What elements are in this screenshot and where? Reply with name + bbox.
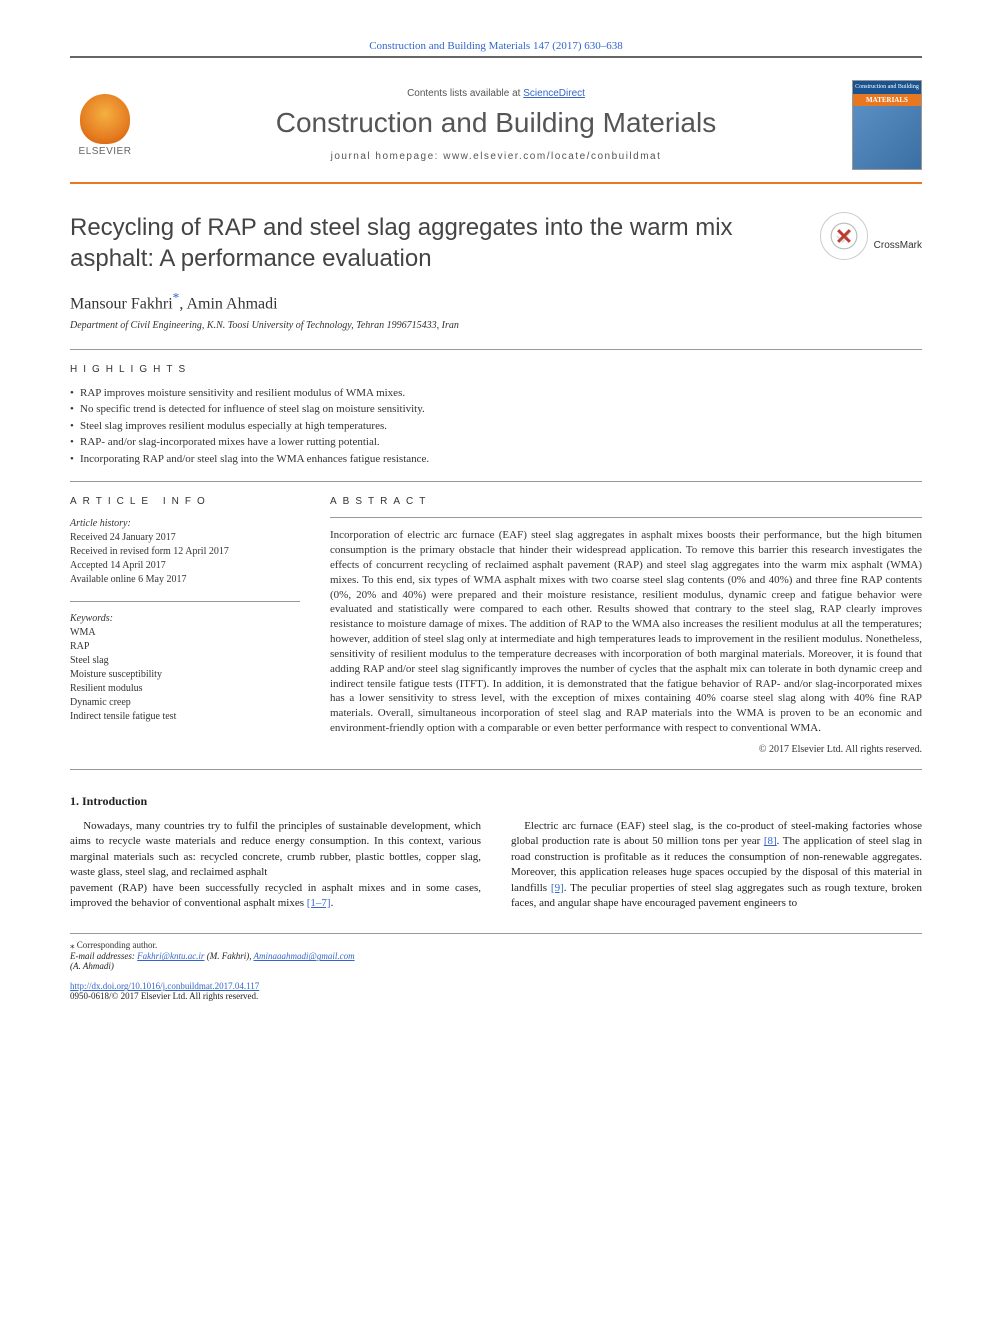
elsevier-tree-icon <box>80 94 130 144</box>
keyword: Dynamic creep <box>70 696 300 710</box>
highlights-label: HIGHLIGHTS <box>70 364 922 375</box>
history-item: Accepted 14 April 2017 <box>70 559 300 573</box>
article-info: ARTICLE INFO Article history: Received 2… <box>70 496 300 755</box>
crossmark-icon <box>830 222 858 250</box>
keyword: Moisture susceptibility <box>70 668 300 682</box>
doi-block: http://dx.doi.org/10.1016/j.conbuildmat.… <box>70 981 922 1001</box>
email-link[interactable]: Aminaaahmadi@gmail.com <box>254 951 355 961</box>
citation-link[interactable]: [1–7] <box>307 897 331 909</box>
keywords-head: Keywords: <box>70 612 300 626</box>
highlights-list: RAP improves moisture sensitivity and re… <box>70 385 922 468</box>
authors: Mansour Fakhri*, Amin Ahmadi <box>70 290 922 313</box>
section-heading: 1. Introduction <box>70 794 922 809</box>
body-para-3: Electric arc furnace (EAF) steel slag, i… <box>511 819 922 911</box>
corresponding-marker: * <box>173 290 180 305</box>
section-rule <box>70 481 922 482</box>
history-item: Received 24 January 2017 <box>70 531 300 545</box>
journal-name: Construction and Building Materials <box>140 107 852 139</box>
section-rule <box>70 769 922 770</box>
abstract-block: ABSTRACT Incorporation of electric arc f… <box>330 496 922 755</box>
keyword: WMA <box>70 626 300 640</box>
section-rule <box>70 349 922 350</box>
keyword: Steel slag <box>70 654 300 668</box>
citation-link[interactable]: [8] <box>764 835 777 847</box>
highlight-item: Steel slag improves resilient modulus es… <box>70 418 922 435</box>
history-head: Article history: <box>70 517 300 531</box>
homepage-line: journal homepage: www.elsevier.com/locat… <box>140 151 852 162</box>
highlight-item: Incorporating RAP and/or steel slag into… <box>70 451 922 468</box>
abstract-rule <box>330 517 922 518</box>
body-para-2: pavement (RAP) have been successfully re… <box>70 881 481 912</box>
crossmark-badge[interactable] <box>820 212 868 260</box>
history-item: Received in revised form 12 April 2017 <box>70 545 300 559</box>
abstract-label: ABSTRACT <box>330 496 922 507</box>
info-divider <box>70 601 300 602</box>
header-rule <box>70 56 922 58</box>
keyword: Resilient modulus <box>70 682 300 696</box>
email-who-2: (A. Ahmadi) <box>70 961 922 971</box>
cover-image-icon <box>853 106 921 169</box>
copyright-line: © 2017 Elsevier Ltd. All rights reserved… <box>330 744 922 755</box>
footer: ⁎ Corresponding author. E-mail addresses… <box>70 933 922 971</box>
article-history: Article history: Received 24 January 201… <box>70 517 300 587</box>
email-link[interactable]: Fakhri@kntu.ac.ir <box>137 951 204 961</box>
cover-title-band: MATERIALS <box>853 94 921 106</box>
issn-copyright: 0950-0618/© 2017 Elsevier Ltd. All right… <box>70 991 258 1001</box>
author-2: Amin Ahmadi <box>186 296 277 313</box>
running-header: Construction and Building Materials 147 … <box>70 40 922 58</box>
crossmark-label: CrossMark <box>874 240 922 251</box>
masthead: ELSEVIER Contents lists available at Sci… <box>70 68 922 184</box>
body-columns: Nowadays, many countries try to fulfil t… <box>70 819 922 911</box>
keyword: RAP <box>70 640 300 654</box>
email-line: E-mail addresses: Fakhri@kntu.ac.ir (M. … <box>70 951 922 961</box>
body-para-1: Nowadays, many countries try to fulfil t… <box>70 819 481 881</box>
publisher-name: ELSEVIER <box>70 146 140 157</box>
title-row: Recycling of RAP and steel slag aggregat… <box>70 212 922 274</box>
history-item: Available online 6 May 2017 <box>70 573 300 587</box>
citation-link[interactable]: [9] <box>551 882 564 894</box>
body-section: 1. Introduction Nowadays, many countries… <box>70 794 922 911</box>
doi-link[interactable]: http://dx.doi.org/10.1016/j.conbuildmat.… <box>70 981 259 991</box>
publisher-logo: ELSEVIER <box>70 94 140 157</box>
citation-text: Construction and Building Materials 147 … <box>369 40 623 52</box>
highlight-item: RAP improves moisture sensitivity and re… <box>70 385 922 402</box>
abstract-text: Incorporation of electric arc furnace (E… <box>330 528 922 736</box>
article-info-label: ARTICLE INFO <box>70 496 300 507</box>
keyword: Indirect tensile fatigue test <box>70 710 300 724</box>
journal-cover-thumbnail: Construction and Building MATERIALS <box>852 80 922 170</box>
article-title: Recycling of RAP and steel slag aggregat… <box>70 212 800 274</box>
info-abstract-row: ARTICLE INFO Article history: Received 2… <box>70 496 922 755</box>
homepage-url: www.elsevier.com/locate/conbuildmat <box>443 151 661 162</box>
keywords-block: Keywords: WMA RAP Steel slag Moisture su… <box>70 612 300 724</box>
highlight-item: No specific trend is detected for influe… <box>70 401 922 418</box>
author-1: Mansour Fakhri <box>70 296 173 313</box>
highlight-item: RAP- and/or slag-incorporated mixes have… <box>70 434 922 451</box>
contents-line: Contents lists available at ScienceDirec… <box>140 88 852 99</box>
masthead-center: Contents lists available at ScienceDirec… <box>140 88 852 162</box>
affiliation: Department of Civil Engineering, K.N. To… <box>70 320 922 331</box>
cover-title-top: Construction and Building <box>853 81 921 94</box>
sciencedirect-link[interactable]: ScienceDirect <box>523 88 585 99</box>
corresponding-author-note: ⁎ Corresponding author. <box>70 940 922 951</box>
